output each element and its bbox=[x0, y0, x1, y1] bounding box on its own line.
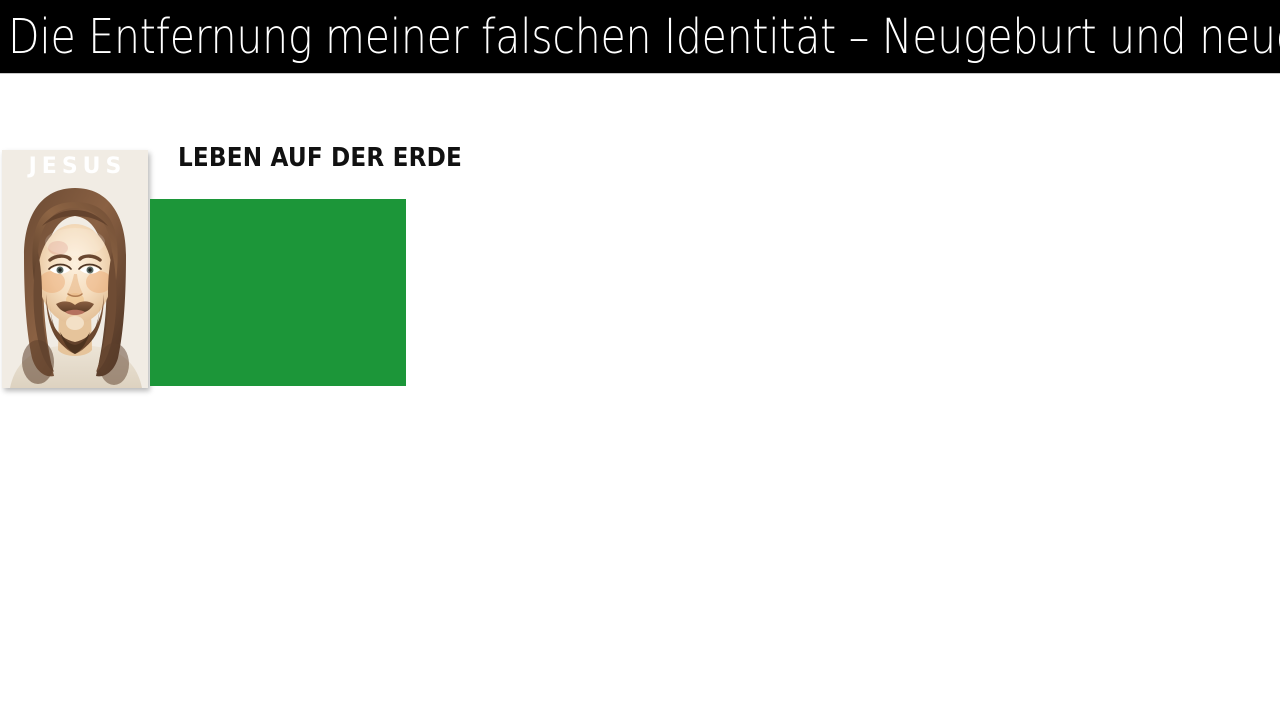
slide-content: LEBEN AUF DER ERDE JESUS bbox=[0, 74, 1280, 720]
jesus-picture-card: JESUS bbox=[2, 150, 148, 388]
jesus-caption: JESUS bbox=[28, 154, 127, 179]
jesus-portrait-image bbox=[2, 182, 148, 388]
slide-title-bar: Die Entfernung meiner falschen Identität… bbox=[0, 0, 1280, 73]
media-placeholder-block[interactable] bbox=[150, 199, 406, 386]
slide-title: Die Entfernung meiner falschen Identität… bbox=[8, 8, 1280, 65]
section-heading: LEBEN AUF DER ERDE bbox=[178, 143, 463, 173]
title-divider bbox=[0, 73, 1280, 74]
